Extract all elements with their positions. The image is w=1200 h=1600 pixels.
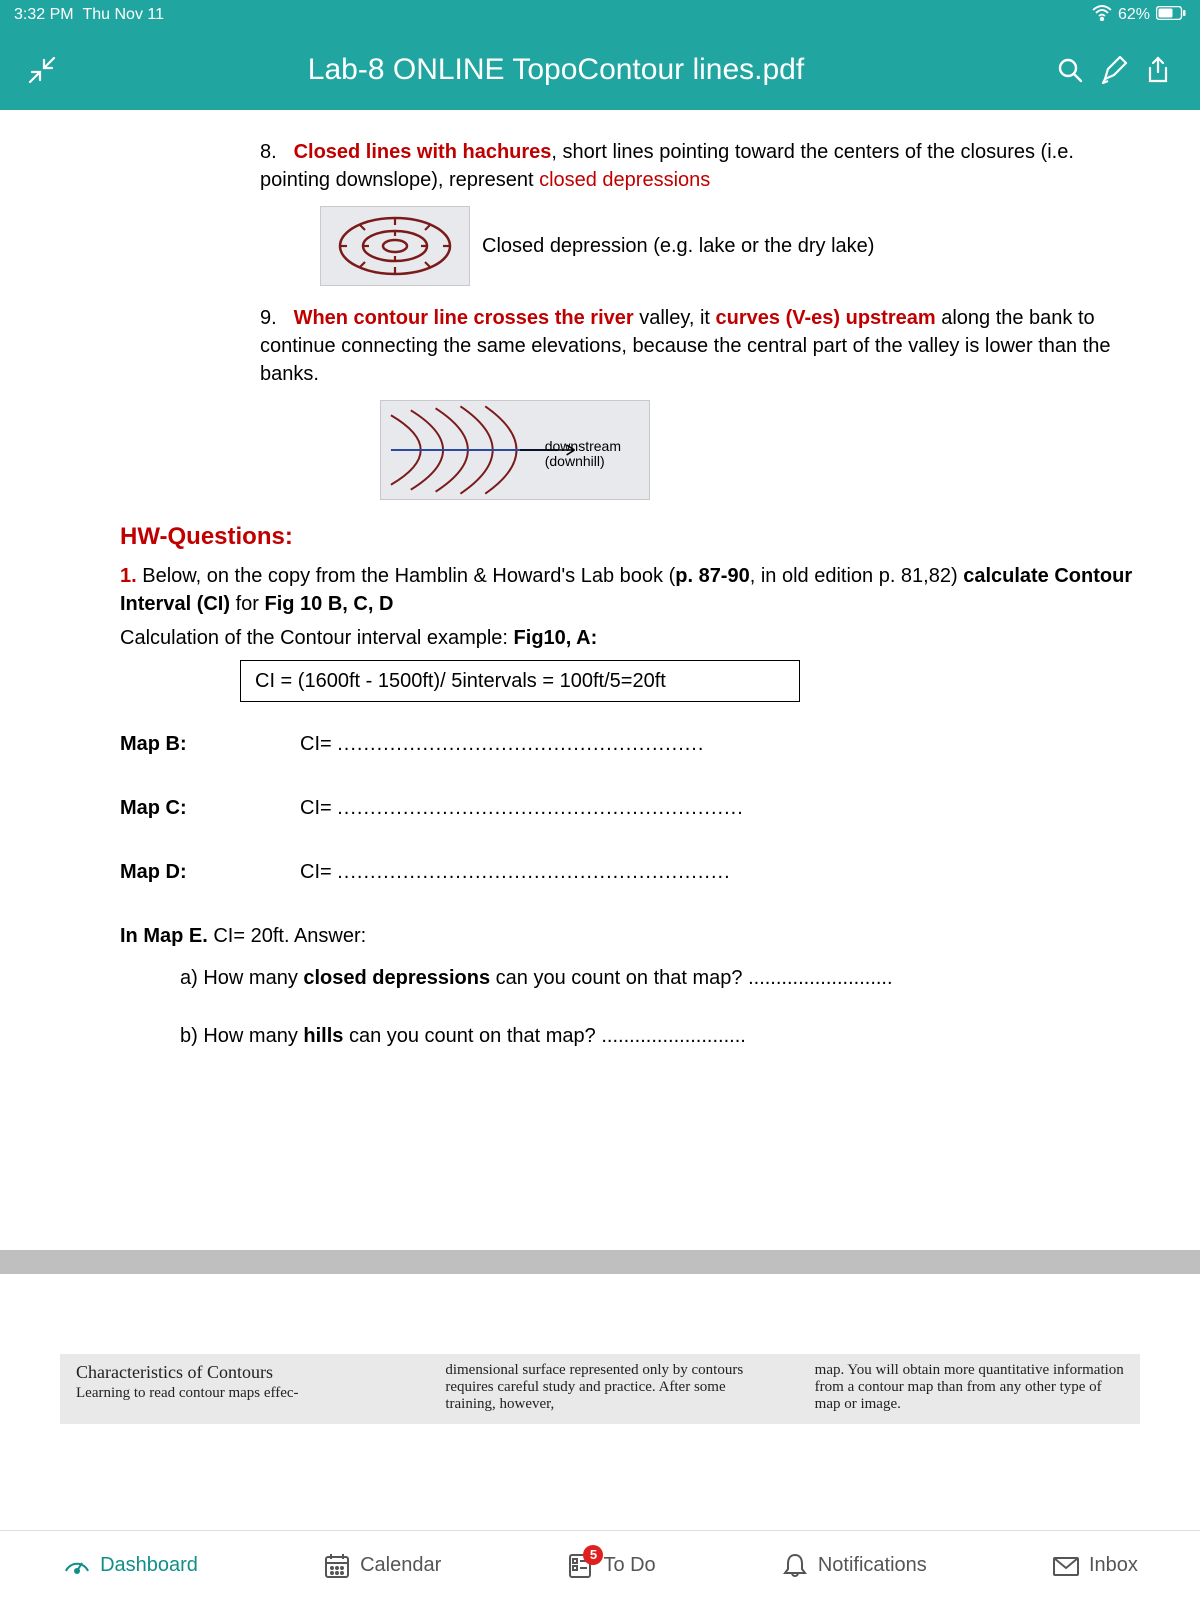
document-viewport[interactable]: 8. Closed lines with hachures, short lin… — [0, 110, 1200, 1530]
bottom-nav: Dashboard Calendar 5 To Do Notifications… — [0, 1530, 1200, 1600]
nav-todo[interactable]: 5 To Do — [565, 1551, 655, 1581]
share-icon[interactable] — [1136, 48, 1180, 92]
document-title: Lab-8 ONLINE TopoContour lines.pdf — [64, 53, 1048, 87]
page-gap — [0, 1250, 1200, 1274]
list-item-9: 9. When contour line crosses the river v… — [260, 304, 1140, 500]
figure-caption: Closed depression (e.g. lake or the dry … — [482, 232, 874, 260]
hw-questions-heading: HW-Questions: — [120, 520, 1140, 554]
collapse-icon[interactable] — [20, 48, 64, 92]
peek-col1-body: Learning to read contour maps effec- — [76, 1385, 385, 1402]
question-1: 1. Below, on the copy from the Hamblin &… — [120, 562, 1140, 702]
nav-dashboard[interactable]: Dashboard — [62, 1551, 198, 1581]
nav-label: To Do — [603, 1554, 655, 1577]
figure-closed-depression — [320, 206, 470, 286]
formula-box: CI = (1600ft - 1500ft)/ 5intervals = 100… — [240, 660, 800, 702]
app-toolbar: Lab-8 ONLINE TopoContour lines.pdf — [0, 30, 1200, 110]
nav-label: Inbox — [1089, 1554, 1138, 1577]
nav-inbox[interactable]: Inbox — [1051, 1551, 1138, 1581]
pdf-page: 8. Closed lines with hachures, short lin… — [0, 110, 1200, 1050]
map-d-row: Map D:CI= ..............................… — [120, 858, 1140, 886]
battery-icon — [1156, 6, 1186, 25]
wifi-icon — [1092, 5, 1112, 26]
peek-col2: dimensional surface represented only by … — [445, 1362, 754, 1416]
peek-col3: map. You will obtain more quantitative i… — [815, 1362, 1124, 1416]
todo-badge: 5 — [583, 1545, 603, 1565]
list-item-8: 8. Closed lines with hachures, short lin… — [260, 138, 1140, 286]
figure-label: downstream (downhill) — [545, 439, 621, 470]
map-b-row: Map B:CI= ..............................… — [120, 730, 1140, 758]
status-time: 3:32 PM Thu Nov 11 — [14, 6, 164, 24]
nav-calendar[interactable]: Calendar — [322, 1551, 441, 1581]
map-e-block: In Map E. CI= 20ft. Answer: a) How many … — [120, 922, 1140, 1050]
nav-label: Notifications — [818, 1554, 927, 1577]
battery-percent: 62% — [1118, 6, 1150, 24]
search-icon[interactable] — [1048, 48, 1092, 92]
nav-label: Calendar — [360, 1554, 441, 1577]
edit-icon[interactable] — [1092, 48, 1136, 92]
map-c-row: Map C:CI= ..............................… — [120, 794, 1140, 822]
next-page-peek: Characteristics of Contours Learning to … — [0, 1354, 1200, 1424]
nav-notifications[interactable]: Notifications — [780, 1551, 927, 1581]
status-bar: 3:32 PM Thu Nov 11 62% — [0, 0, 1200, 30]
peek-col1-title: Characteristics of Contours — [76, 1362, 385, 1383]
figure-river-valley: downstream (downhill) — [380, 400, 650, 500]
nav-label: Dashboard — [100, 1554, 198, 1577]
